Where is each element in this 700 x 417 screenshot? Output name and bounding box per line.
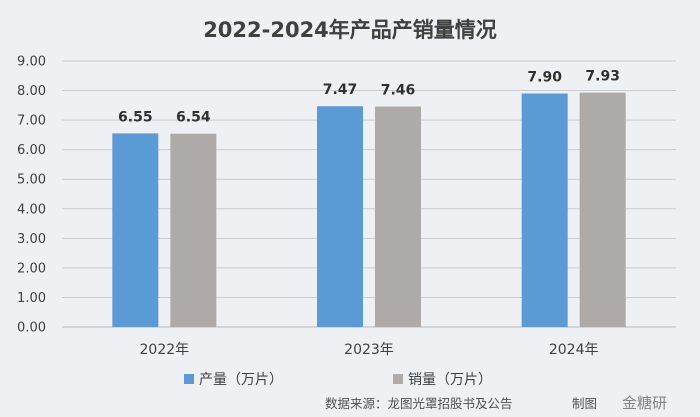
x-category-label: 2022年 — [140, 342, 190, 358]
made-by-label: 制图 — [572, 396, 597, 411]
y-tick-label: 4.00 — [17, 202, 46, 217]
data-label: 6.55 — [118, 109, 153, 125]
y-axis-ticks: 0.00 1.00 2.00 3.00 4.00 5.00 6.00 7.00 8.00 9.00 — [17, 55, 46, 336]
bars — [112, 92, 626, 327]
bar-sales — [170, 133, 217, 327]
y-tick-label: 8.00 — [17, 84, 46, 99]
y-tick-label: 5.00 — [17, 173, 46, 188]
source-note: 数据来源：龙图光罩招股书及公告 — [325, 396, 513, 411]
data-label: 6.54 — [176, 110, 211, 126]
legend-swatch — [393, 374, 403, 384]
legend-label: 销量（万片） — [408, 372, 492, 388]
y-tick-label: 1.00 — [17, 291, 46, 306]
y-tick-label: 9.00 — [17, 55, 46, 70]
bar-production — [112, 133, 159, 327]
chart-title: 2022-2024年产品产销量情况 — [203, 18, 497, 42]
x-category-label: 2024年 — [549, 342, 599, 358]
bar-production — [521, 93, 568, 327]
x-category-label: 2023年 — [344, 342, 394, 358]
y-tick-label: 0.00 — [17, 321, 46, 336]
x-axis-categories: 2022年 2023年 2024年 — [140, 342, 599, 358]
grid-lines — [62, 60, 676, 328]
legend: 产量（万片） 销量（万片） — [184, 372, 492, 388]
y-tick-label: 7.00 — [17, 114, 46, 129]
y-tick-label: 3.00 — [17, 232, 46, 247]
watermark-text: 金糖研 — [622, 394, 667, 412]
data-label: 7.93 — [585, 69, 620, 85]
legend-swatch — [184, 374, 194, 384]
y-tick-label: 6.00 — [17, 143, 46, 158]
data-label: 7.47 — [323, 82, 358, 98]
legend-label: 产量（万片） — [199, 372, 283, 388]
y-tick-label: 2.00 — [17, 261, 46, 276]
bar-sales — [375, 106, 421, 327]
bar-production — [317, 106, 363, 327]
data-labels: 6.55 6.54 7.47 7.46 7.90 7.93 — [118, 69, 620, 126]
data-label: 7.90 — [527, 70, 562, 86]
data-label: 7.46 — [381, 83, 416, 99]
bar-sales — [579, 92, 626, 327]
